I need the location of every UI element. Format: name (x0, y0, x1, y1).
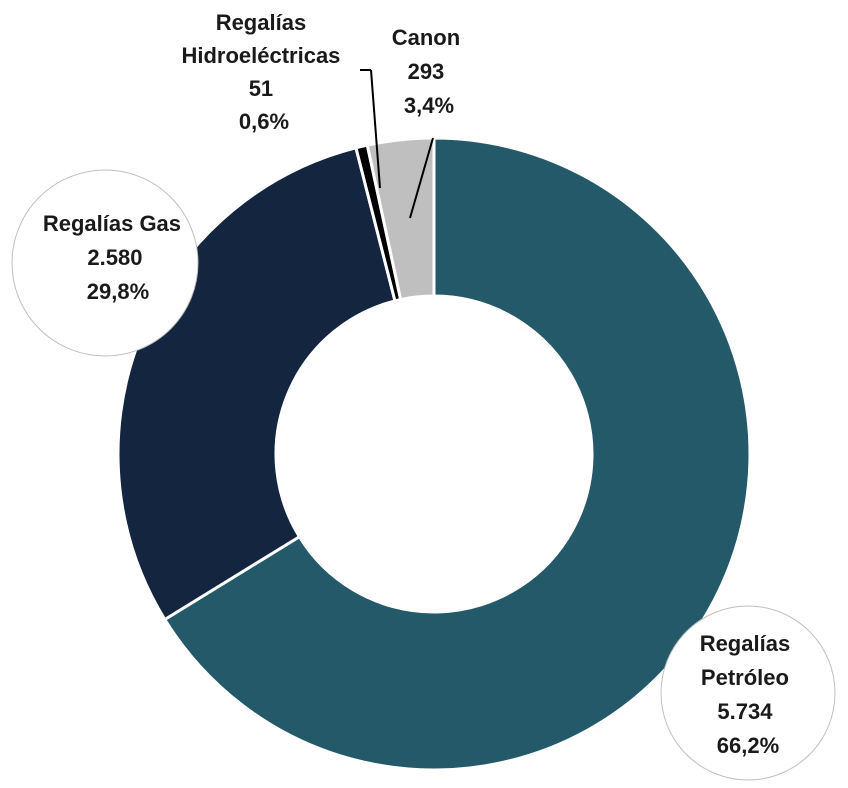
svg-text:Regalías Hidroeléctricas: Regalías Hidroeléctricas 51 0,6% (181, 10, 346, 134)
data-label-gas-value: 2.580 (87, 245, 142, 270)
callout-bubble-gas (11, 169, 199, 357)
data-label-canon-percent: 3,4% (404, 93, 454, 118)
data-label-hidro-percent: 0,6% (239, 109, 289, 134)
slice-canon (365, 136, 436, 302)
callout-bubble-petroleo (660, 605, 836, 781)
data-label-hidro-name-1: Regalías (216, 10, 307, 35)
leader-line-canon (409, 137, 434, 219)
data-label-gas-percent: 29,8% (87, 279, 149, 304)
data-label-petroleo-name-2: Petróleo (701, 665, 789, 690)
data-label-hidro-name-2: Hidroeléctricas (181, 43, 340, 68)
leader-line-hidroelectricas-drop (370, 69, 381, 189)
svg-text:Canon 293 3,4%: Canon 293 3,4% (392, 25, 467, 118)
data-label-gas-name: Regalías Gas (43, 211, 181, 236)
data-label-canon-value: 293 (408, 59, 445, 84)
svg-text:Regalías Gas 2.580 29,: Regalías Gas 2.580 29,8% (43, 211, 187, 304)
data-label-canon-name: Canon (392, 25, 460, 50)
data-label-petroleo-percent: 66,2% (717, 733, 779, 758)
data-label-petroleo-name-1: Regalías (700, 631, 791, 656)
data-label-hidro-value: 51 (249, 76, 273, 101)
svg-text:Regalías Petróleo 5.73: Regalías Petróleo 5.734 66,2% (700, 631, 797, 758)
donut-slices (116, 136, 752, 772)
data-label-petroleo-value: 5.734 (717, 699, 773, 724)
slice-petroleo (162, 136, 752, 772)
